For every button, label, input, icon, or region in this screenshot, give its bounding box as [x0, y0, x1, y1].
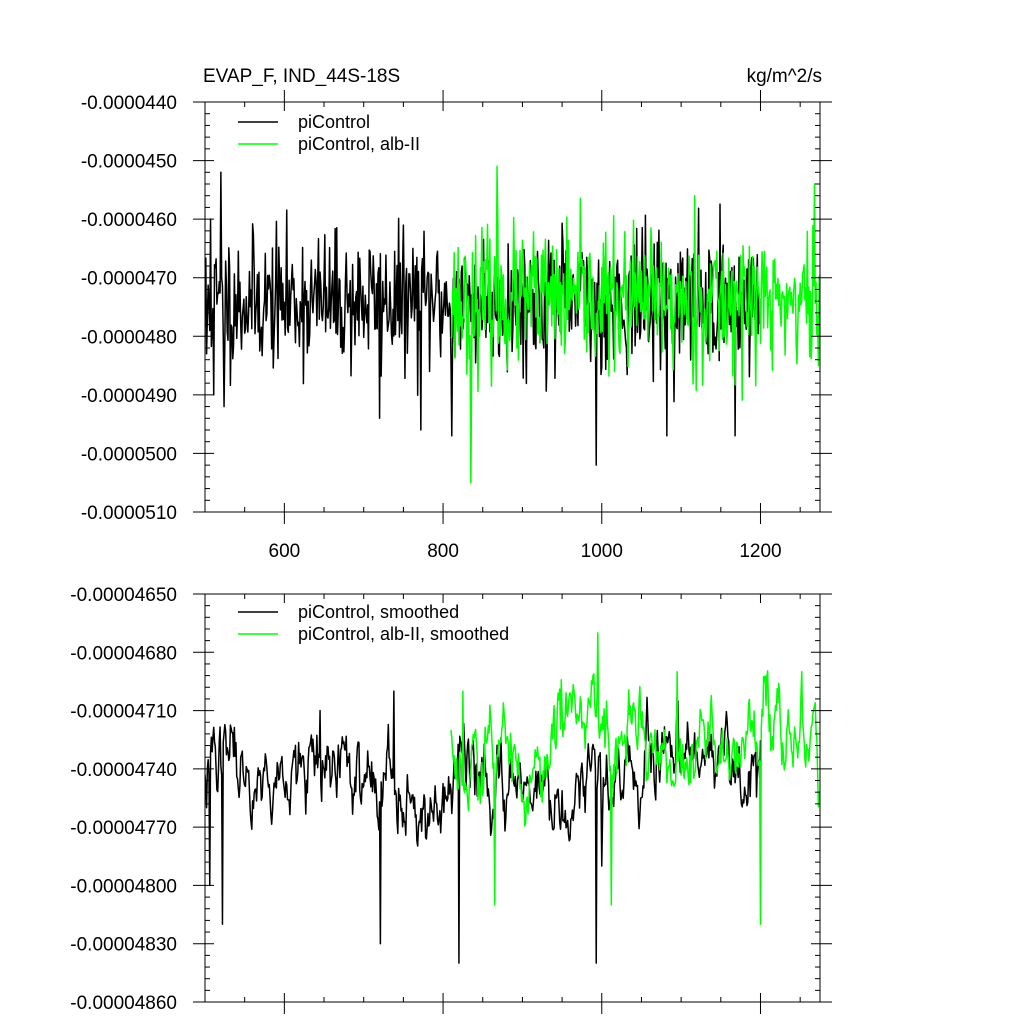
x-tick-label: 600 [269, 541, 301, 562]
x-tick-label: 800 [427, 541, 459, 562]
y-tick-label: -0.00004860 [70, 993, 177, 1014]
y-tick-label: -0.0000510 [81, 503, 177, 524]
y-tick-label: -0.0000450 [81, 152, 177, 173]
x-tick-label: 1000 [581, 541, 623, 562]
y-tick-label: -0.00004650 [70, 585, 177, 606]
y-tick-label: -0.0000480 [81, 327, 177, 348]
y-tick-label: -0.00004770 [70, 818, 177, 839]
legend-label: piControl, smoothed [298, 602, 459, 622]
chart-title: EVAP_F, IND_44S-18S [203, 66, 400, 87]
y-tick-label: -0.0000470 [81, 269, 177, 290]
bottom-panel: -0.00004650 -0.00004680 -0.00004710 -0.0000… [70, 585, 832, 1014]
plot-frame [204, 593, 821, 1003]
x-tick-label: 1200 [739, 541, 781, 562]
y-tick-label: -0.00004800 [70, 876, 177, 897]
y-tick-label: -0.00004710 [70, 702, 177, 723]
y-tick-label: -0.00004740 [70, 760, 177, 781]
y-tick-label: -0.0000440 [81, 93, 177, 114]
y-tick-label: -0.0000500 [81, 444, 177, 465]
legend-label: piControl [298, 112, 370, 132]
legend-label: piControl, alb-II, smoothed [298, 624, 509, 644]
plot-frame [204, 101, 821, 513]
series-line-alb-ii [450, 165, 820, 484]
units-label: kg/m^2/s [747, 66, 822, 87]
legend-label: piControl, alb-II [298, 134, 420, 154]
series-line-alb-ii-smoothed [450, 632, 820, 926]
y-tick-label: -0.0000490 [81, 386, 177, 407]
y-tick-label: -0.0000460 [81, 210, 177, 231]
top-panel: EVAP_F, IND_44S-18S kg/m^2/s 600 800 1000 1… [81, 66, 832, 562]
y-tick-label: -0.00004680 [70, 643, 177, 664]
y-tick-label: -0.00004830 [70, 935, 177, 956]
